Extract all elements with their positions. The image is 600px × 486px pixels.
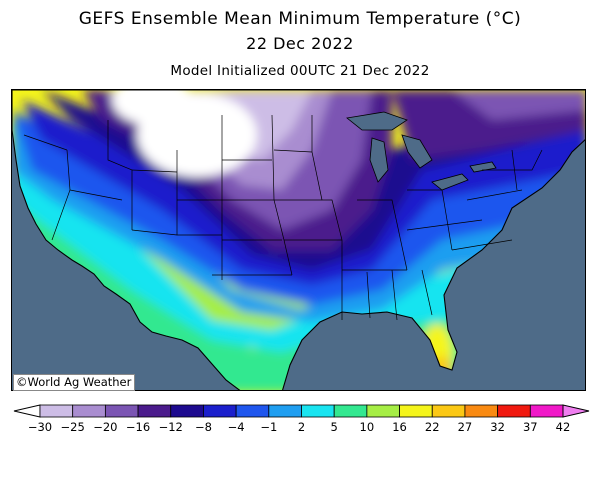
- model-init-label: Model Initialized 00UTC 21 Dec 2022: [170, 63, 430, 79]
- legend-swatch: [104, 404, 139, 418]
- temperature-map-canvas: [12, 90, 585, 390]
- legend-tick-label: 37: [522, 420, 538, 434]
- legend-swatch: [268, 404, 302, 418]
- legend-tick-label: 42: [555, 420, 571, 434]
- legend-tick-label: 2: [297, 420, 306, 434]
- legend-swatch: [235, 404, 270, 418]
- state-borders: [23, 114, 543, 321]
- legend-swatch: [72, 404, 106, 418]
- legend-tick-label: −25: [60, 420, 85, 434]
- legend-swatch: [203, 404, 237, 418]
- valid-date: 22 Dec 2022: [246, 34, 354, 53]
- legend-tick-label: 16: [392, 420, 407, 434]
- legend-swatch: [366, 404, 400, 418]
- copyright-label: ©World Ag Weather: [13, 374, 136, 391]
- temperature-map: [11, 89, 586, 391]
- legend-tick-label: 10: [359, 420, 375, 434]
- legend-swatch: [431, 404, 466, 418]
- legend-swatch: [39, 404, 74, 418]
- legend-tick-label: −4: [227, 420, 245, 434]
- legend-tick-label: 32: [490, 420, 505, 434]
- great-lakes: [346, 111, 497, 191]
- legend-tick-label: −12: [158, 420, 183, 434]
- legend-tick-label: −30: [27, 420, 53, 434]
- legend-swatch: [464, 404, 499, 418]
- color-legend: [13, 404, 590, 418]
- legend-swatch: [170, 404, 204, 418]
- legend-tick-label: −16: [125, 420, 151, 434]
- legend-swatch: [333, 404, 368, 418]
- legend-arrow-low: [13, 404, 41, 418]
- legend-tick-label: 27: [457, 420, 473, 434]
- legend-swatch: [497, 404, 531, 418]
- legend-arrow-high: [562, 404, 590, 418]
- legend-tick-label: −20: [93, 420, 118, 434]
- legend-swatch: [529, 404, 564, 418]
- legend-tick-label: −8: [194, 420, 212, 434]
- legend-tick-label: 5: [330, 420, 338, 434]
- map-title: GEFS Ensemble Mean Minimum Temperature (…: [78, 9, 522, 29]
- legend-swatch: [301, 404, 335, 418]
- legend-swatch: [399, 404, 433, 418]
- legend-tick-label: −1: [260, 420, 278, 434]
- legend-tick-label: 22: [424, 420, 440, 434]
- legend-swatch: [137, 404, 172, 418]
